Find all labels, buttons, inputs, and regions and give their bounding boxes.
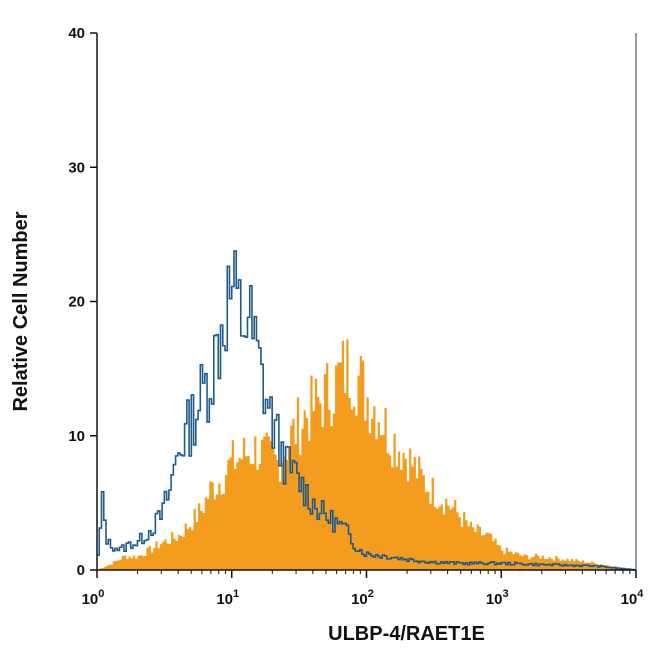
- y-tick-label: 40: [68, 25, 85, 42]
- plot-area: [97, 250, 636, 571]
- x-tick-label: 100: [82, 588, 105, 608]
- x-axis-title: ULBP-4/RAET1E: [328, 623, 485, 645]
- x-tick-label: 101: [216, 588, 239, 608]
- x-tick-label: 102: [351, 588, 374, 608]
- y-ticks: 0 10 20 30 40: [68, 25, 97, 579]
- series-filled-histogram: [97, 339, 636, 570]
- x-tick-label: 103: [486, 588, 509, 608]
- y-tick-label: 30: [68, 159, 85, 176]
- series-outline-histogram: [97, 250, 636, 571]
- y-tick-label: 20: [68, 294, 85, 311]
- x-tick-label: 104: [621, 588, 645, 608]
- x-ticks: 100 101 102 103 104: [82, 570, 645, 608]
- y-axis-title: Relative Cell Number: [10, 211, 32, 411]
- y-tick-label: 10: [68, 428, 85, 445]
- y-tick-label: 0: [77, 562, 85, 579]
